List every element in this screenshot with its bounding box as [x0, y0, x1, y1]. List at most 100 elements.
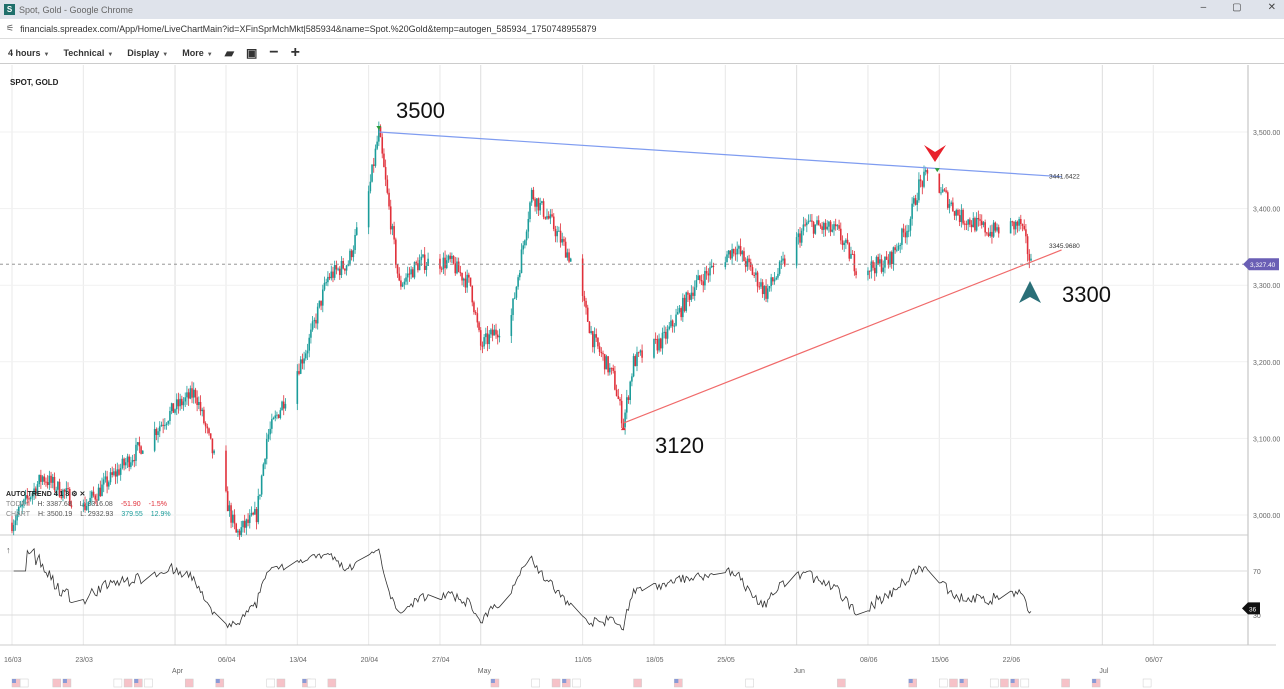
- candle-body: [563, 239, 565, 242]
- candle-body: [977, 217, 980, 220]
- calendar-event-icon[interactable]: [939, 678, 948, 688]
- candle-body: [969, 219, 971, 225]
- remove-indicator-icon[interactable]: ✕: [79, 491, 86, 498]
- candle-body: [751, 267, 754, 275]
- calendar-event-icon[interactable]: [19, 678, 29, 688]
- candle-body: [405, 277, 407, 282]
- candle-body: [552, 216, 555, 230]
- candle-body: [675, 314, 677, 326]
- candle-body: [62, 489, 64, 498]
- us-flag-canton: [1092, 679, 1097, 683]
- close-button[interactable]: ✕: [1267, 2, 1276, 13]
- x-tick-label: 06/04: [218, 657, 236, 664]
- candle-body: [855, 271, 857, 276]
- interval-dropdown[interactable]: 4 hours ▼: [8, 48, 49, 58]
- candle-body: [91, 491, 93, 498]
- candle-body: [987, 233, 990, 237]
- url-text[interactable]: financials.spreadex.com/App/Home/LiveCha…: [20, 23, 597, 34]
- candle-body: [853, 254, 856, 272]
- candle-body: [92, 491, 95, 496]
- candle-body: [468, 274, 470, 278]
- technical-dropdown[interactable]: Technical ▼: [63, 48, 113, 58]
- candle-body: [1011, 221, 1014, 223]
- folder-open-icon[interactable]: ▰: [224, 45, 234, 60]
- settings-icon[interactable]: ⚙: [71, 491, 78, 498]
- candle-body: [581, 258, 584, 296]
- candle-body: [510, 315, 513, 336]
- calendar-event-icon[interactable]: [989, 678, 999, 688]
- today-change: -51.90: [120, 501, 141, 508]
- candle-body: [948, 204, 951, 208]
- candle-body: [164, 425, 166, 427]
- uk-flag-icon[interactable]: [327, 678, 337, 688]
- price-chart[interactable]: 3,500.00 3,400.00 3,300.00 3,200.00 3,100.00…: [0, 65, 1284, 689]
- chart-pct: 12.9%: [150, 511, 171, 518]
- save-icon[interactable]: ▣: [245, 45, 258, 60]
- candle-body: [248, 515, 251, 523]
- calendar-event-icon[interactable]: [144, 678, 153, 688]
- uk-flag-icon[interactable]: [52, 678, 62, 688]
- uk-flag-icon[interactable]: [123, 678, 133, 688]
- candle-body: [84, 503, 86, 510]
- candle-body: [296, 371, 299, 404]
- candle-body: [522, 245, 524, 250]
- uk-flag-icon[interactable]: [633, 678, 642, 688]
- candle-body: [174, 409, 176, 413]
- us-flag-canton: [215, 679, 220, 683]
- candle-body: [685, 292, 688, 311]
- upper-trendline[interactable]: [378, 131, 1062, 178]
- candle-body: [921, 181, 924, 187]
- candle-body: [208, 428, 210, 434]
- x-tick-label: May: [478, 668, 492, 675]
- site-settings-icon[interactable]: ⚟: [6, 23, 15, 33]
- chart-label: CHART: [6, 511, 30, 518]
- minimize-button[interactable]: –: [1200, 2, 1207, 13]
- maximize-button[interactable]: ▢: [1232, 2, 1242, 13]
- candle-body: [911, 203, 913, 219]
- display-dropdown[interactable]: Display ▼: [127, 48, 168, 58]
- candle-body: [277, 414, 280, 418]
- calendar-event-icon[interactable]: [1142, 678, 1152, 688]
- lower-trendline[interactable]: [623, 249, 1062, 424]
- calendar-event-icon[interactable]: [307, 678, 316, 688]
- candle-body: [670, 320, 672, 327]
- candle-body: [65, 488, 68, 492]
- address-bar[interactable]: ⚟ financials.spreadex.com/App/Home/LiveC…: [0, 19, 1284, 39]
- candle-body: [1014, 221, 1017, 230]
- uk-flag-icon[interactable]: [1061, 678, 1070, 688]
- candle-body: [260, 475, 263, 495]
- zoom-in-icon[interactable]: +: [290, 43, 300, 61]
- candle-body: [111, 472, 114, 475]
- candle-body: [564, 241, 567, 258]
- uk-flag-icon[interactable]: [837, 678, 846, 688]
- candle-body: [169, 411, 171, 421]
- candle-body: [101, 484, 103, 497]
- us-flag-canton: [490, 679, 495, 683]
- calendar-event-icon[interactable]: [266, 678, 275, 688]
- calendar-event-icon[interactable]: [1020, 678, 1030, 688]
- uk-flag-icon[interactable]: [949, 678, 958, 688]
- candle-body: [301, 359, 304, 364]
- candle-body: [700, 280, 703, 282]
- uk-flag-icon[interactable]: [184, 678, 194, 688]
- candle-body: [12, 524, 15, 532]
- uk-flag-icon[interactable]: [551, 678, 561, 688]
- candle-body: [328, 276, 331, 279]
- calendar-event-icon[interactable]: [745, 678, 754, 688]
- candle-body: [391, 226, 394, 230]
- calendar-event-icon[interactable]: [113, 678, 123, 688]
- candle-body: [586, 307, 589, 322]
- x-tick-label: 20/04: [361, 657, 379, 664]
- more-dropdown[interactable]: More ▼: [182, 48, 212, 58]
- candle-body: [321, 289, 324, 306]
- uk-flag-icon[interactable]: [276, 678, 286, 688]
- calendar-event-icon[interactable]: [572, 678, 581, 688]
- candle-body: [384, 167, 387, 180]
- candle-body: [673, 325, 676, 327]
- uk-flag-icon[interactable]: [1000, 678, 1009, 688]
- candle-body: [376, 141, 378, 149]
- calendar-event-icon[interactable]: [531, 678, 540, 688]
- candle-body: [133, 459, 136, 461]
- zoom-out-icon[interactable]: −: [269, 43, 279, 61]
- candle-body: [225, 450, 227, 492]
